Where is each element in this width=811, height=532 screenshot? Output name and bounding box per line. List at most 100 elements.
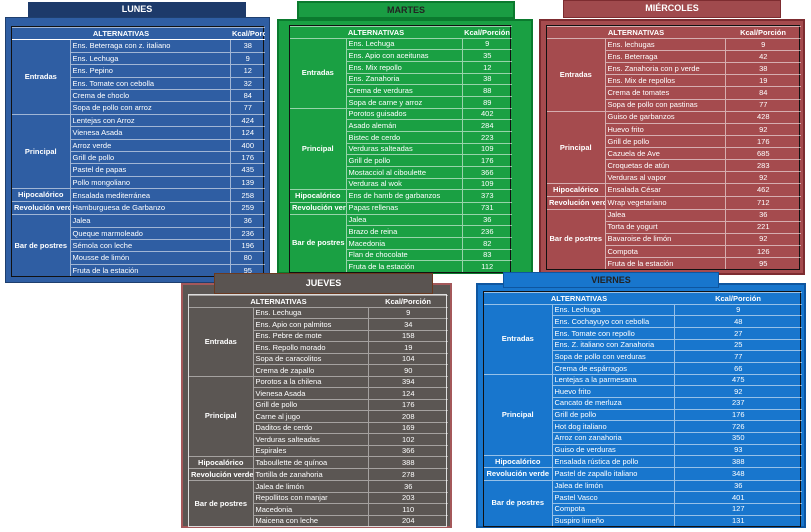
menu-item-name: Ens. Apio con aceitunas xyxy=(345,49,462,62)
menu-item-name: Pastel de zapallo italiano xyxy=(551,467,674,481)
menu-item-kcal: 350 xyxy=(673,431,802,445)
table-row: Ens. Tomate con cebolla 32 xyxy=(12,76,265,90)
menu-item-name: Suspiro limeño xyxy=(551,514,674,526)
menu-item-name: Pastel de papas xyxy=(69,163,230,177)
menu-item-kcal: 36 xyxy=(673,479,802,492)
section-label: Bar de postres xyxy=(290,213,346,272)
menu-item-kcal: 88 xyxy=(461,84,512,97)
table-row: Macedonia 82 xyxy=(290,237,512,250)
menu-item-name: Huevo frito xyxy=(604,122,725,136)
menu-item-kcal: 348 xyxy=(673,467,802,481)
table-row: Crema de zapallo 90 xyxy=(189,364,448,376)
menu-item-name: Ens. Z. italiano con Zanahoria xyxy=(551,338,674,351)
menu-item-kcal: 124 xyxy=(367,387,448,399)
table-row: Verduras al vapor 92 xyxy=(547,171,801,184)
menu-item-name: Grill de pollo xyxy=(551,408,674,421)
table-row: Maicena con leche 204 xyxy=(189,514,448,526)
menu-item-kcal: 92 xyxy=(724,171,801,184)
menu-item-name: Ens. Lechuga xyxy=(551,303,674,316)
menu-item-kcal: 36 xyxy=(461,213,512,226)
section-label: Entradas xyxy=(547,38,605,112)
section-label: Bar de postres xyxy=(12,214,70,276)
menu-item-kcal: 475 xyxy=(673,373,802,386)
menu-item-name: Vienesa Asada xyxy=(252,387,368,399)
table-row: Vienesa Asada 124 xyxy=(12,126,265,140)
section-label: Principal xyxy=(547,110,605,184)
menu-item-name: Papas rellenas xyxy=(345,201,462,215)
table-row: Entradas Ens. Lechuga 9 xyxy=(484,303,802,375)
menu-item-kcal: 373 xyxy=(461,189,512,203)
menu-item-name: Verduras al vapor xyxy=(604,171,725,184)
menu-item-name: Crema de verduras xyxy=(345,84,462,97)
section-label: Hipocalórico xyxy=(290,189,346,203)
menu-item-kcal: 236 xyxy=(461,225,512,238)
section-label: Hipocalórico xyxy=(189,455,253,469)
menu-item-name: Ens. Apio con palmitos xyxy=(252,318,368,330)
menu-table-panel: ALTERNATIVAS Kcal/Porción Entradas Ens. Lec… xyxy=(289,25,512,273)
header-alternativas: ALTERNATIVAS xyxy=(12,26,230,41)
section-label: Revolución verde xyxy=(189,468,253,481)
section-label: Principal xyxy=(290,107,346,190)
table-row: Sémola con leche 196 xyxy=(12,238,265,252)
menu-item-kcal: 196 xyxy=(229,238,265,252)
table-row: Entradas Ens. Beterraga con z. italiano 38 xyxy=(12,39,265,115)
menu-item-name: Bistec de cerdo xyxy=(345,131,462,144)
menu-item-kcal: 712 xyxy=(724,195,801,209)
menu-item-name: Mousse de limón xyxy=(69,251,230,265)
menu-item-name: Jalea xyxy=(345,213,462,226)
table-row: Suspiro limeño 131 xyxy=(484,514,802,526)
menu-item-name: Espirales xyxy=(252,444,368,457)
menu-item-kcal: 19 xyxy=(367,341,448,353)
menu-item-name: Grill de pollo xyxy=(604,134,725,148)
menu-item-kcal: 158 xyxy=(367,329,448,342)
table-row: Mousse de limón 80 xyxy=(12,251,265,265)
table-row: Ens. Pepino 12 xyxy=(12,64,265,78)
table-row: Hipocalórico Ensalada mediterránea 258 xyxy=(12,188,265,202)
menu-item-name: Guiso de verduras xyxy=(551,443,674,456)
section-label: Principal xyxy=(484,373,552,456)
menu-item-kcal: 176 xyxy=(724,134,801,148)
menu-item-kcal: 731 xyxy=(461,201,512,215)
header-kcal: Kcal/Porción xyxy=(368,295,448,307)
menu-item-name: Cazuela de Ave xyxy=(604,146,725,160)
menu-item-kcal: 80 xyxy=(229,251,265,265)
menu-item-kcal: 424 xyxy=(229,113,265,127)
section-label: Hipocalórico xyxy=(484,455,552,468)
menu-item-kcal: 259 xyxy=(229,201,265,215)
table-row: Ens. Z. italiano con Zanahoria 25 xyxy=(484,338,802,351)
table-row: Huevo frito 92 xyxy=(547,122,801,136)
day-title-lunes: LUNES xyxy=(28,2,246,18)
menu-item-kcal: 36 xyxy=(229,214,265,228)
table-row: Flan de chocolate 83 xyxy=(290,248,512,261)
menu-table: ALTERNATIVAS Kcal/Porción Entradas Ens. Lec… xyxy=(484,292,802,526)
menu-item-name: Daditos de cerdo xyxy=(252,421,368,434)
menu-item-kcal: 112 xyxy=(461,260,512,272)
menu-item-kcal: 9 xyxy=(724,38,801,51)
menu-item-kcal: 9 xyxy=(229,51,265,65)
header-alternativas: ALTERNATIVAS xyxy=(484,292,674,305)
menu-item-name: Ens. Lechuga xyxy=(252,306,368,319)
menu-item-name: Carne al jugo xyxy=(252,410,368,422)
menu-item-kcal: 131 xyxy=(673,514,802,526)
table-row: Revolución verde Pastel de zapallo italia… xyxy=(484,467,802,481)
table-row: Sopa de pollo con verduras 77 xyxy=(484,350,802,363)
menu-item-name: Lentejas con Arroz xyxy=(69,113,230,127)
menu-item-kcal: 9 xyxy=(461,37,512,50)
menu-table: ALTERNATIVAS Kcal/Porción Entradas Ens. Lec… xyxy=(189,295,448,526)
table-row: Hot dog italiano 726 xyxy=(484,420,802,433)
table-row: Ens. Lechuga 9 xyxy=(12,51,265,65)
table-row: Verduras al wok 109 xyxy=(290,177,512,190)
header-kcal: Kcal/Porción xyxy=(674,292,802,305)
section-label: Revolución verde xyxy=(290,201,346,215)
menu-item-kcal: 366 xyxy=(367,444,448,457)
menu-item-kcal: 84 xyxy=(229,89,265,102)
menu-item-kcal: 176 xyxy=(461,154,512,167)
table-row: Principal Lentejas con Arroz 424 xyxy=(12,113,265,189)
menu-item-name: Ens. Tomate con cebolla xyxy=(69,76,230,90)
table-row: Fruta de la estación 95 xyxy=(12,263,265,276)
header-alternativas: ALTERNATIVAS xyxy=(547,25,725,39)
